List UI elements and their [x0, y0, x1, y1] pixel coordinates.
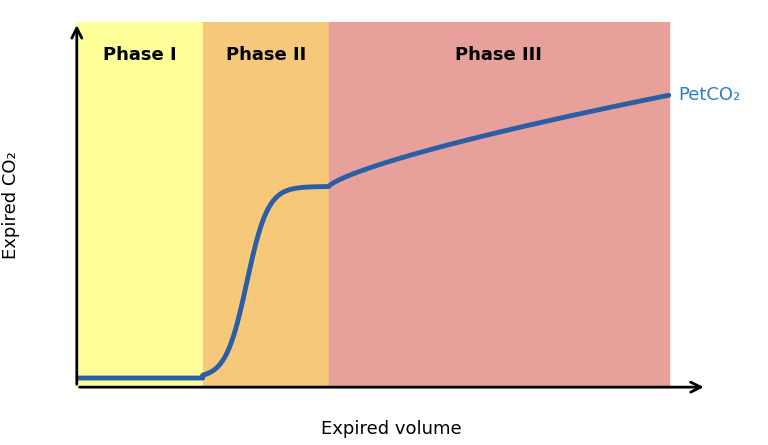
Bar — [77, 22, 203, 387]
Bar — [329, 22, 669, 387]
Text: PetCO₂: PetCO₂ — [678, 86, 740, 104]
Bar — [203, 22, 329, 387]
Text: Expired CO₂: Expired CO₂ — [2, 151, 20, 259]
Text: Phase I: Phase I — [103, 46, 177, 64]
Text: Phase III: Phase III — [455, 46, 542, 64]
Text: Phase II: Phase II — [226, 46, 306, 64]
Text: Expired volume: Expired volume — [321, 420, 462, 438]
